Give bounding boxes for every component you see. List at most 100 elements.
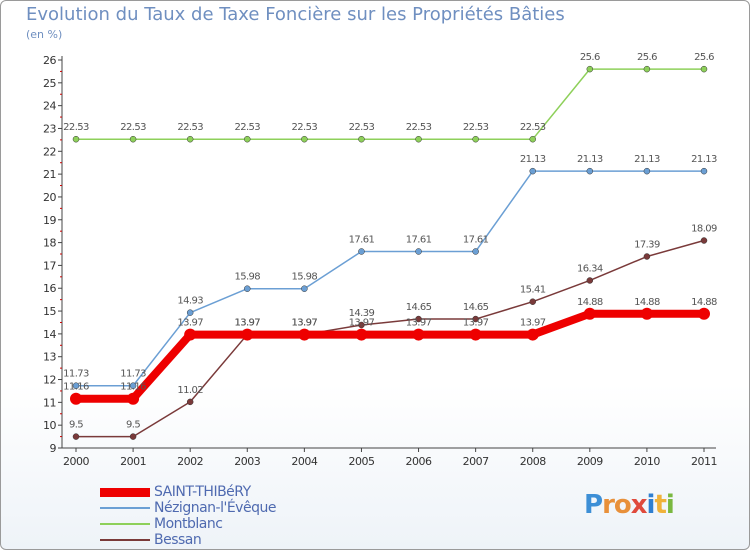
y-tick-label: 23	[43, 122, 56, 135]
proxiti-logo: Proxiti	[584, 490, 675, 520]
data-point	[244, 285, 251, 292]
data-label: 13.97	[406, 318, 432, 329]
data-point	[298, 328, 311, 341]
data-point	[469, 328, 482, 341]
x-tick-label: 2004	[291, 455, 317, 468]
data-label: 22.53	[63, 122, 89, 133]
data-label: 18.09	[691, 224, 717, 235]
data-label: 11.73	[120, 369, 146, 380]
data-point	[526, 328, 539, 341]
data-label: 11.16	[120, 382, 146, 393]
series-layer	[70, 65, 710, 440]
data-label: 11.16	[63, 382, 89, 393]
data-point	[472, 315, 479, 323]
data-label: 11.73	[63, 369, 89, 380]
data-label: 15.41	[520, 285, 546, 296]
legend-swatch-nezignan	[100, 507, 150, 509]
x-tick-label: 2011	[691, 455, 717, 468]
y-tick-label: 21	[43, 168, 56, 181]
data-label: 22.53	[463, 122, 489, 133]
legend-swatch-bessan	[100, 539, 150, 541]
data-label: 22.53	[177, 122, 203, 133]
data-point	[186, 309, 194, 316]
data-label: 14.88	[634, 297, 660, 308]
data-label: 13.97	[349, 318, 375, 329]
legend-item-nezignan: Nézignan-l'Évêque	[100, 500, 276, 516]
data-label: 22.53	[349, 122, 375, 133]
legend-label-nezignan: Nézignan-l'Évêque	[154, 500, 276, 516]
logo-letter: i	[646, 490, 656, 520]
x-tick-label: 2007	[463, 455, 489, 468]
y-tick-label: 26	[43, 54, 56, 67]
data-label: 14.88	[691, 297, 717, 308]
data-label: 14.93	[177, 296, 203, 307]
data-point	[586, 65, 594, 73]
data-label: 9.5	[69, 420, 83, 431]
data-point	[241, 328, 254, 341]
y-tick-label: 16	[43, 282, 56, 295]
data-label: 21.13	[634, 154, 660, 165]
chart-axes: 9 10 11 12 13 14 15 16 17 18 19 20 21 22 23 24 25 26 2000 2…	[43, 54, 718, 468]
data-label: 22.53	[520, 122, 546, 133]
data-point	[70, 392, 82, 405]
y-tick-label: 15	[43, 305, 56, 318]
chart-legend: SAINT-THIBéRY Nézignan-l'Évêque Montblan…	[100, 484, 276, 548]
data-point	[129, 382, 137, 389]
data-point	[358, 135, 365, 143]
data-point	[415, 315, 422, 323]
data-label: 22.53	[292, 122, 318, 133]
legend-item-saint-thibery: SAINT-THIBéRY	[100, 484, 276, 500]
data-label: 15.98	[234, 272, 260, 283]
data-label: 13.97	[292, 318, 318, 329]
data-point	[529, 298, 536, 305]
y-tick-label: 18	[43, 237, 56, 250]
data-label: 25.6	[637, 52, 657, 63]
data-point	[129, 433, 137, 440]
data-point	[358, 248, 365, 255]
data-point	[186, 135, 194, 143]
y-tick-label: 14	[43, 328, 56, 341]
data-point	[72, 382, 80, 389]
x-tick-label: 2010	[634, 455, 660, 468]
data-point	[529, 135, 536, 143]
logo-letter: t	[654, 490, 666, 520]
series-line-0	[76, 68, 704, 140]
logo-letter: o	[613, 490, 632, 520]
data-point	[700, 237, 708, 244]
data-point	[700, 65, 708, 73]
data-label: 21.13	[577, 154, 603, 165]
legend-label-saint-thibery: SAINT-THIBéRY	[154, 484, 251, 500]
y-tick-label: 13	[43, 351, 56, 364]
data-label: 21.13	[520, 154, 546, 165]
data-point	[472, 135, 479, 143]
data-label: 13.97	[234, 318, 260, 329]
x-tick-label: 2001	[120, 455, 146, 468]
data-point	[244, 135, 251, 143]
data-point	[643, 167, 651, 175]
data-label: 17.61	[349, 234, 375, 245]
data-label: 16.34	[577, 263, 603, 274]
data-label: 11.02	[177, 385, 203, 396]
series-line-1	[76, 170, 704, 387]
data-point	[529, 167, 536, 175]
data-point	[586, 167, 594, 175]
logo-letter: r	[602, 490, 615, 520]
data-label: 17.61	[406, 234, 432, 245]
data-label: 22.53	[234, 122, 260, 133]
data-label: 13.97	[520, 318, 546, 329]
data-point	[72, 433, 80, 440]
chart-subtitle: (en %)	[26, 28, 63, 41]
data-point	[698, 307, 710, 320]
x-tick-label: 2002	[177, 455, 203, 468]
logo-letter: i	[665, 490, 675, 520]
y-tick-label: 9	[50, 442, 57, 455]
data-label: 14.88	[577, 297, 603, 308]
data-point	[415, 248, 422, 255]
data-point	[301, 285, 308, 292]
y-tick-label: 11	[43, 396, 56, 409]
data-point	[355, 328, 368, 341]
data-label: 9.5	[126, 420, 140, 431]
x-tick-label: 2006	[406, 455, 432, 468]
data-label: 25.6	[580, 52, 600, 63]
